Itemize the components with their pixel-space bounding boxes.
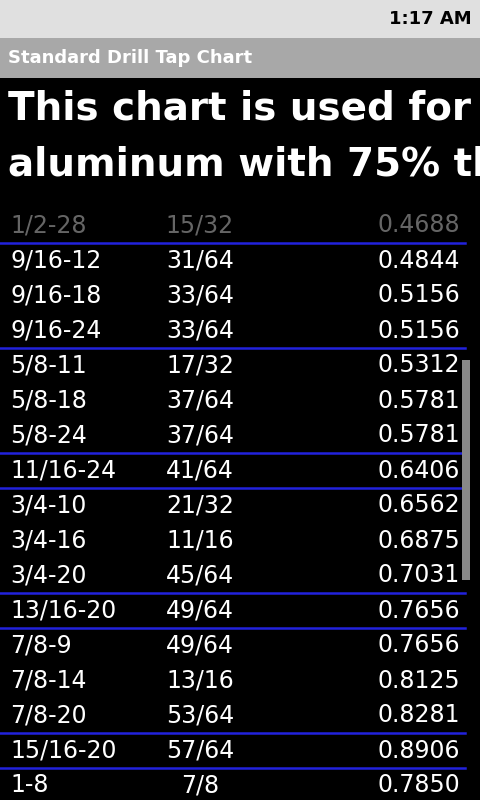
Text: 45/64: 45/64 — [166, 563, 234, 587]
Text: Standard Drill Tap Chart: Standard Drill Tap Chart — [8, 49, 252, 67]
Text: 7/8-20: 7/8-20 — [10, 703, 86, 727]
Text: 0.4844: 0.4844 — [377, 249, 460, 273]
Text: 53/64: 53/64 — [166, 703, 234, 727]
Text: 31/64: 31/64 — [166, 249, 234, 273]
Text: 17/32: 17/32 — [166, 354, 234, 378]
Text: 0.5312: 0.5312 — [377, 354, 460, 378]
Text: 7/8-14: 7/8-14 — [10, 669, 86, 693]
Text: 9/16-12: 9/16-12 — [10, 249, 101, 273]
Text: 41/64: 41/64 — [166, 458, 234, 482]
Text: 13/16: 13/16 — [166, 669, 234, 693]
Text: 0.6875: 0.6875 — [377, 529, 460, 553]
Text: 9/16-24: 9/16-24 — [10, 318, 101, 342]
Text: 49/64: 49/64 — [166, 598, 234, 622]
Text: 37/64: 37/64 — [166, 423, 234, 447]
Text: 7/8-9: 7/8-9 — [10, 634, 72, 658]
Text: 15/16-20: 15/16-20 — [10, 738, 117, 762]
Text: 3/4-10: 3/4-10 — [10, 494, 86, 518]
Text: 0.7031: 0.7031 — [378, 563, 460, 587]
Text: 9/16-18: 9/16-18 — [10, 283, 101, 307]
Text: 3/4-20: 3/4-20 — [10, 563, 86, 587]
Text: 5/8-18: 5/8-18 — [10, 389, 87, 413]
Text: aluminum with 75% thread: aluminum with 75% thread — [8, 146, 480, 184]
Text: 0.4688: 0.4688 — [377, 214, 460, 238]
Text: 0.5781: 0.5781 — [377, 389, 460, 413]
Text: 37/64: 37/64 — [166, 389, 234, 413]
Text: 33/64: 33/64 — [166, 318, 234, 342]
Text: 0.5156: 0.5156 — [377, 318, 460, 342]
Text: 1-8: 1-8 — [10, 774, 48, 798]
Text: 0.5156: 0.5156 — [377, 283, 460, 307]
Text: 0.6406: 0.6406 — [378, 458, 460, 482]
Text: 0.5781: 0.5781 — [377, 423, 460, 447]
Text: 11/16-24: 11/16-24 — [10, 458, 116, 482]
Text: 57/64: 57/64 — [166, 738, 234, 762]
Text: 33/64: 33/64 — [166, 283, 234, 307]
Text: 5/8-11: 5/8-11 — [10, 354, 86, 378]
Bar — [462, 360, 470, 580]
Text: 0.7850: 0.7850 — [377, 774, 460, 798]
Text: 21/32: 21/32 — [166, 494, 234, 518]
Text: 1/2-28: 1/2-28 — [10, 214, 86, 238]
Text: 0.7656: 0.7656 — [377, 634, 460, 658]
Text: 0.8125: 0.8125 — [377, 669, 460, 693]
Text: 5/8-24: 5/8-24 — [10, 423, 87, 447]
Text: 49/64: 49/64 — [166, 634, 234, 658]
Text: 3/4-16: 3/4-16 — [10, 529, 86, 553]
Text: 13/16-20: 13/16-20 — [10, 598, 116, 622]
Text: 7/8: 7/8 — [181, 774, 219, 798]
Text: 15/32: 15/32 — [166, 214, 234, 238]
Text: This chart is used for: This chart is used for — [8, 90, 471, 128]
Bar — [0, 38, 480, 78]
Text: 0.7656: 0.7656 — [377, 598, 460, 622]
Text: 0.8281: 0.8281 — [377, 703, 460, 727]
Text: 1:17 AM: 1:17 AM — [389, 10, 472, 28]
Text: 0.8906: 0.8906 — [377, 738, 460, 762]
Text: 11/16: 11/16 — [166, 529, 234, 553]
Text: 0.6562: 0.6562 — [377, 494, 460, 518]
